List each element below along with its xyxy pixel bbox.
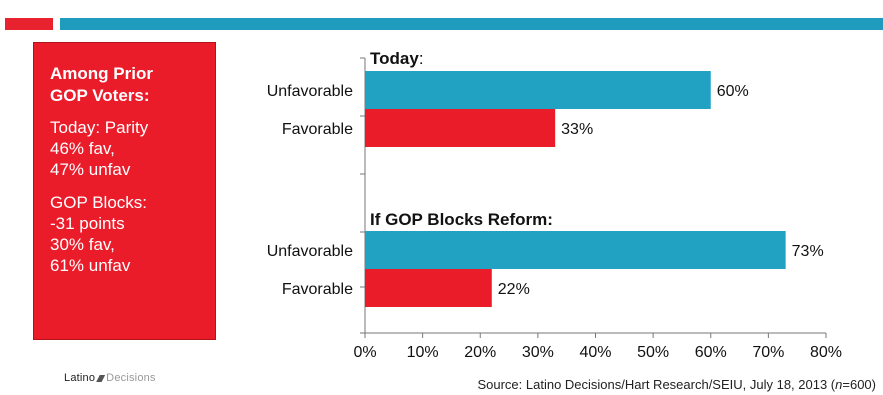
x-tick-label: 80% [810,344,842,361]
data-label: 60% [717,83,749,100]
blocks-summary: GOP Blocks: -31 points 30% fav, 61% unfa… [50,192,199,276]
category-label: Unfavorable [267,243,353,260]
group-title-bold: If GOP Blocks Reform: [370,210,553,229]
source-text: =600) [842,377,876,392]
latino-decisions-logo: Latino Decisions [64,372,156,384]
header-blue-bar [60,18,883,30]
summary-heading-line: GOP Voters: [50,86,150,105]
blocks-summary-line: 61% unfav [50,256,131,275]
data-label: 73% [792,243,824,260]
category-label: Unfavorable [267,83,353,100]
source-n-symbol: n [835,377,843,392]
data-label: 22% [498,281,530,298]
blocks-summary-line: -31 points [50,214,125,233]
source-text: Source: Latino Decisions/Hart Research/S… [477,377,836,392]
group-title-bold: Today [370,49,419,68]
x-tick-label: 0% [353,344,376,361]
summary-heading-line: Among Prior [50,64,153,83]
category-label: Favorable [282,281,353,298]
today-summary: Today: Parity 46% fav, 47% unfav [50,117,199,180]
x-tick-label: 40% [579,344,611,361]
bar [365,269,492,307]
today-summary-line: 46% fav, [50,139,115,158]
bar [365,71,711,109]
bar [365,109,556,147]
group-title: Today: [370,49,424,68]
logo-text: Decisions [106,372,156,384]
x-tick-label: 70% [752,344,784,361]
data-label: 33% [561,121,593,138]
x-tick-label: 30% [522,344,554,361]
x-tick-label: 50% [637,344,669,361]
x-tick-label: 20% [464,344,496,361]
bar [365,231,786,269]
today-summary-line: Today: Parity [50,118,149,137]
category-label: Favorable [282,121,353,138]
today-summary-line: 47% unfav [50,160,131,179]
header-red-bar [5,18,53,30]
source-note: Source: Latino Decisions/Hart Research/S… [477,377,876,392]
logo-text: Latino [64,372,96,384]
blocks-summary-line: 30% fav, [50,235,115,254]
logo-mark-icon [96,375,106,382]
x-tick-label: 10% [407,344,439,361]
x-tick-label: 60% [695,344,727,361]
summary-panel: Among Prior GOP Voters: Today: Parity 46… [33,42,216,340]
blocks-summary-line: GOP Blocks: [50,193,147,212]
group-title: If GOP Blocks Reform: [370,210,553,229]
group-title-suffix: : [419,49,424,68]
summary-heading: Among Prior GOP Voters: [50,63,199,107]
